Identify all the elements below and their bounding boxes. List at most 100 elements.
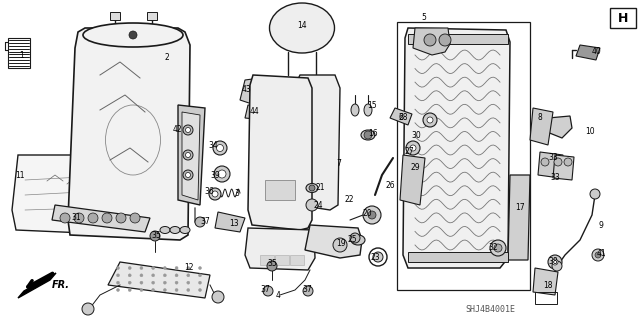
Circle shape bbox=[140, 266, 143, 270]
Ellipse shape bbox=[361, 130, 375, 140]
Polygon shape bbox=[178, 105, 205, 205]
Circle shape bbox=[128, 288, 131, 292]
Circle shape bbox=[218, 170, 226, 178]
Circle shape bbox=[152, 266, 155, 270]
Circle shape bbox=[163, 281, 166, 284]
Bar bbox=[290, 255, 304, 265]
Circle shape bbox=[150, 231, 160, 241]
Bar bbox=[610, 8, 636, 28]
Text: 34: 34 bbox=[208, 140, 218, 150]
Text: 23: 23 bbox=[370, 254, 380, 263]
Circle shape bbox=[364, 131, 372, 139]
Circle shape bbox=[212, 291, 224, 303]
Text: 33: 33 bbox=[548, 153, 558, 162]
Polygon shape bbox=[305, 225, 362, 258]
Circle shape bbox=[554, 158, 562, 166]
Circle shape bbox=[363, 206, 381, 224]
Text: 2: 2 bbox=[164, 54, 170, 63]
Circle shape bbox=[116, 274, 120, 277]
Circle shape bbox=[424, 34, 436, 46]
Polygon shape bbox=[18, 273, 56, 298]
Text: 12: 12 bbox=[184, 263, 194, 271]
Polygon shape bbox=[538, 152, 563, 178]
Text: 15: 15 bbox=[367, 100, 377, 109]
Circle shape bbox=[116, 213, 126, 223]
Ellipse shape bbox=[351, 235, 365, 245]
Circle shape bbox=[595, 252, 601, 258]
Circle shape bbox=[267, 261, 277, 271]
Circle shape bbox=[60, 213, 70, 223]
Circle shape bbox=[306, 199, 318, 211]
Text: 10: 10 bbox=[585, 128, 595, 137]
Text: 40: 40 bbox=[591, 48, 601, 56]
Text: 37: 37 bbox=[302, 286, 312, 294]
Ellipse shape bbox=[180, 226, 190, 234]
Text: 14: 14 bbox=[297, 20, 307, 29]
Polygon shape bbox=[240, 78, 265, 105]
Circle shape bbox=[564, 158, 572, 166]
Circle shape bbox=[183, 125, 193, 135]
Bar bbox=[260, 255, 274, 265]
Circle shape bbox=[198, 266, 202, 270]
Circle shape bbox=[116, 288, 120, 292]
Text: 26: 26 bbox=[385, 181, 395, 189]
Text: 35: 35 bbox=[151, 232, 161, 241]
Polygon shape bbox=[413, 28, 450, 55]
Polygon shape bbox=[8, 38, 30, 68]
Text: 18: 18 bbox=[543, 280, 553, 290]
Circle shape bbox=[427, 117, 433, 123]
Circle shape bbox=[130, 213, 140, 223]
Text: 5: 5 bbox=[422, 13, 426, 23]
Bar bbox=[275, 255, 289, 265]
Bar bbox=[110, 12, 120, 20]
Circle shape bbox=[175, 288, 178, 292]
Text: 8: 8 bbox=[538, 113, 542, 122]
Text: 22: 22 bbox=[344, 196, 354, 204]
Circle shape bbox=[592, 249, 604, 261]
Polygon shape bbox=[400, 155, 425, 205]
Text: 39: 39 bbox=[210, 170, 220, 180]
Circle shape bbox=[303, 286, 313, 296]
Bar bbox=[265, 180, 295, 200]
Circle shape bbox=[216, 145, 223, 152]
Circle shape bbox=[183, 170, 193, 180]
Polygon shape bbox=[215, 212, 245, 232]
Polygon shape bbox=[403, 28, 510, 268]
Text: 33: 33 bbox=[550, 174, 560, 182]
Circle shape bbox=[213, 141, 227, 155]
Text: 13: 13 bbox=[229, 219, 239, 228]
Circle shape bbox=[410, 145, 416, 151]
Polygon shape bbox=[533, 268, 558, 295]
Ellipse shape bbox=[170, 226, 180, 234]
Text: 19: 19 bbox=[336, 239, 346, 248]
Polygon shape bbox=[390, 108, 412, 125]
Text: 43: 43 bbox=[242, 85, 252, 94]
Circle shape bbox=[494, 244, 502, 252]
Circle shape bbox=[423, 113, 437, 127]
Circle shape bbox=[187, 281, 190, 284]
Polygon shape bbox=[295, 75, 340, 210]
Circle shape bbox=[552, 261, 562, 271]
Circle shape bbox=[368, 211, 376, 219]
Circle shape bbox=[152, 274, 155, 277]
Text: 1: 1 bbox=[20, 50, 24, 60]
Circle shape bbox=[439, 34, 451, 46]
Ellipse shape bbox=[364, 104, 372, 116]
Circle shape bbox=[116, 266, 120, 270]
Circle shape bbox=[309, 185, 315, 191]
Text: 11: 11 bbox=[15, 170, 25, 180]
Text: 21: 21 bbox=[316, 182, 324, 191]
Polygon shape bbox=[508, 175, 530, 260]
Circle shape bbox=[187, 266, 190, 270]
Circle shape bbox=[175, 266, 178, 270]
Circle shape bbox=[548, 255, 562, 269]
Text: 32: 32 bbox=[488, 242, 498, 251]
Polygon shape bbox=[182, 112, 200, 200]
Circle shape bbox=[350, 233, 360, 243]
Polygon shape bbox=[12, 155, 140, 235]
Text: 7: 7 bbox=[337, 159, 341, 167]
Circle shape bbox=[140, 274, 143, 277]
Circle shape bbox=[490, 240, 506, 256]
Circle shape bbox=[186, 152, 191, 158]
Circle shape bbox=[186, 128, 191, 132]
